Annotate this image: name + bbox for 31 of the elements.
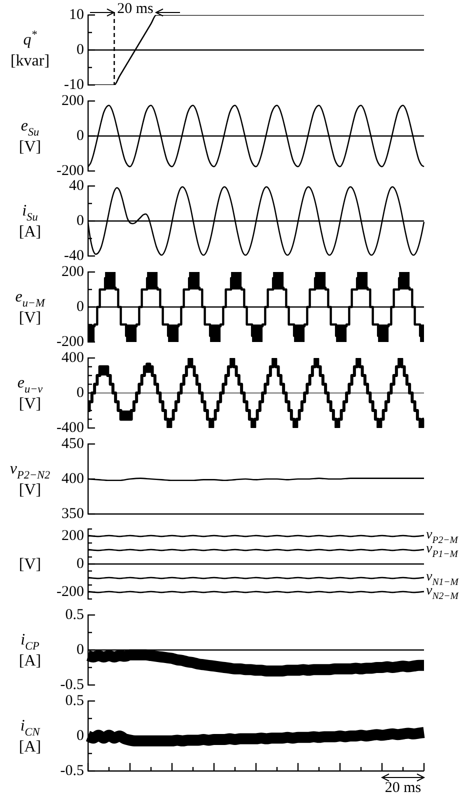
y-tick-label: 40 — [69, 178, 84, 194]
y-tick-label: 0 — [76, 642, 84, 658]
text: 20 ms — [384, 780, 422, 795]
y-tick-label: 200 — [62, 264, 84, 280]
y-tick-label: -0.5 — [60, 676, 84, 693]
y-tick-label: 0.5 — [65, 606, 84, 623]
y-tick-label: 0 — [76, 384, 84, 401]
y-tick-label: -40 — [64, 248, 84, 264]
y-tick-label: -200 — [56, 584, 84, 600]
annotation: 20 ms — [117, 1, 154, 17]
y-tick-label: -400 — [56, 420, 84, 436]
y-tick-label: 0 — [76, 728, 84, 744]
y-tick-label: 200 — [62, 92, 84, 109]
y-axis-title: [V] — [18, 556, 42, 573]
y-tick-label: 0 — [76, 212, 84, 229]
y-tick-label: -200 — [56, 162, 84, 179]
y-tick-label: 400 — [62, 470, 84, 487]
y-tick-label: -0.5 — [60, 762, 84, 779]
y-axis-title: q* [kvar] — [10, 28, 50, 70]
y-tick-label: 0 — [76, 298, 84, 315]
y-tick-label: -10 — [64, 76, 84, 93]
y-tick-label: 350 — [62, 506, 84, 522]
y-tick-label: 10 — [69, 6, 84, 23]
y-tick-label: 0 — [76, 556, 84, 572]
y-tick-label: -200 — [56, 334, 84, 350]
y-tick-label: 400 — [62, 350, 84, 366]
y-tick-label: 0 — [76, 128, 84, 144]
y-tick-label: 0 — [76, 42, 84, 58]
y-tick-label: 0.5 — [65, 692, 84, 709]
y-tick-label: 450 — [62, 436, 84, 452]
y-tick-label: 200 — [62, 528, 84, 544]
